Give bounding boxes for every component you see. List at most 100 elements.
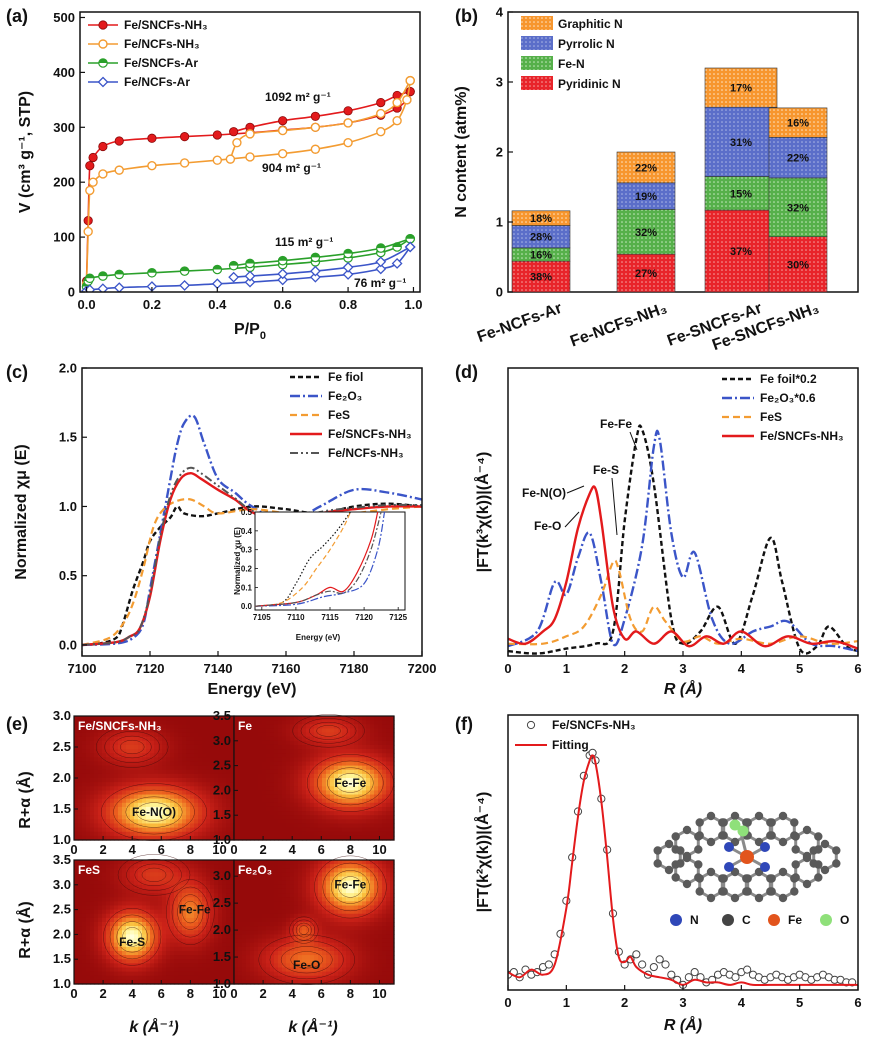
- panel-e-heat-cell: [378, 802, 383, 808]
- panel-a-data-point: [277, 148, 288, 159]
- panel-e-heat-cell: [142, 823, 147, 829]
- panel-e-heat-cell: [378, 720, 383, 725]
- panel-e-heat-cell: [118, 913, 123, 919]
- panel-e-heat-cell: [286, 778, 291, 783]
- panel-e-heat-cell: [266, 934, 271, 940]
- panel-e-heat-cell: [210, 732, 215, 738]
- panel-e-heat-cell: [314, 909, 319, 915]
- panel-e-heat-cell: [350, 765, 355, 771]
- panel-e-heat-cell: [302, 765, 307, 771]
- panel-e-heat-cell: [118, 926, 123, 931]
- panel-e-heat-cell: [350, 950, 355, 956]
- panel-e-heat-cell: [358, 967, 363, 973]
- panel-e-heat-cell: [182, 769, 187, 775]
- panel-e-heat-cell: [78, 732, 83, 738]
- panel-e-heat-cell: [154, 732, 159, 738]
- panel-e-heat-cell: [130, 728, 135, 734]
- panel-e-heat-cell: [130, 773, 135, 779]
- panel-e-heat-cell: [314, 872, 319, 878]
- panel-e-heat-cell: [186, 975, 191, 981]
- panel-e-heat-cell: [162, 905, 167, 911]
- panel-e-heat-cell: [230, 765, 235, 771]
- panel-e-heat-cell: [138, 967, 143, 973]
- panel-e-heat-cell: [278, 872, 283, 878]
- panel-e-heat-cell: [386, 798, 391, 804]
- panel-e-xtick-label: 8: [187, 986, 194, 1001]
- panel-e-heat-cell: [90, 955, 95, 960]
- panel-e-heat-cell: [298, 860, 303, 865]
- panel-e-heat-cell: [294, 753, 299, 758]
- panel-e-heat-cell: [122, 728, 127, 734]
- panel-e-heat-cell: [306, 728, 311, 734]
- panel-e-heat-cell: [266, 979, 271, 985]
- panel-e-heat-cell: [246, 942, 251, 948]
- panel-e-heat-cell: [78, 815, 83, 820]
- panel-e-heat-cell: [154, 905, 159, 911]
- panel-e-heat-cell: [114, 749, 119, 754]
- panel-e-heat-cell: [118, 720, 123, 725]
- panel-e-heat-cell: [286, 963, 291, 969]
- panel-e-ytick-label: 1.5: [53, 951, 71, 966]
- panel-e-heat-cell: [178, 806, 183, 812]
- panel-a-legend-label: Fe/NCFs-NH₃: [124, 37, 200, 51]
- panel-e-heat-cell: [78, 888, 83, 894]
- panel-e-heat-cell: [250, 959, 255, 964]
- panel-e-heat-cell: [382, 716, 387, 721]
- panel-e-heat-cell: [102, 790, 107, 796]
- panel-e-heat-cell: [138, 773, 143, 779]
- panel-e-heat-cell: [162, 979, 167, 985]
- panel-e-heat-cell: [254, 769, 259, 775]
- panel-e-heat-cell: [314, 794, 319, 800]
- panel-e-heat-cell: [186, 769, 191, 775]
- panel-e-heat-cell: [238, 778, 243, 783]
- panel-e-heat-cell: [366, 782, 371, 787]
- panel-e-heat-cell: [74, 769, 79, 775]
- panel-e-heat-cell: [306, 769, 311, 775]
- panel-e-heat-cell: [74, 938, 79, 944]
- panel-e-heat-cell: [382, 753, 387, 758]
- panel-e-heat-cell: [98, 827, 103, 833]
- panel-e-heat-cell: [178, 744, 183, 750]
- panel-e-heat-cell: [298, 888, 303, 894]
- panel-e-heat-cell: [186, 880, 191, 886]
- panel-e-heat-cell: [326, 930, 331, 935]
- panel-e-heat-cell: [154, 815, 159, 820]
- panel-e-heat-cell: [186, 802, 191, 808]
- panel-e-heat-cell: [86, 728, 91, 734]
- panel-e-heat-cell: [362, 773, 367, 779]
- panel-e-heat-cell: [114, 765, 119, 771]
- panel-e-heat-cell: [170, 942, 175, 948]
- panel-e-heat-cell: [254, 897, 259, 902]
- panel-e-heat-cell: [122, 790, 127, 796]
- panel-e-heat-cell: [362, 732, 367, 738]
- panel-e-heat-cell: [106, 967, 111, 973]
- panel-e-heat-cell: [358, 761, 363, 767]
- panel-e-heat-cell: [334, 888, 339, 894]
- panel-e-heat-cell: [234, 930, 239, 935]
- panel-e-heat-cell: [214, 975, 219, 981]
- panel-e-heat-cell: [82, 971, 87, 977]
- panel-e-heat-cell: [210, 946, 215, 952]
- panel-e-heat-cell: [102, 806, 107, 812]
- panel-a-data-point: [245, 129, 255, 139]
- panel-e-heat-cell: [182, 909, 187, 915]
- panel-e-heat-cell: [246, 802, 251, 808]
- panel-e-heat-cell: [222, 884, 227, 890]
- panel-e-heat-cell: [298, 963, 303, 969]
- panel-e-heat-cell: [174, 955, 179, 960]
- panel-e-heat-cell: [386, 757, 391, 763]
- panel-e-heat-cell: [350, 724, 355, 729]
- panel-e-heat-cell: [330, 909, 335, 915]
- panel-e-heat-cell: [378, 823, 383, 829]
- panel-e-heat-cell: [242, 942, 247, 948]
- panel-e-heat-cell: [94, 950, 99, 956]
- panel-e-heat-cell: [234, 897, 239, 902]
- panel-e-heat-cell: [86, 868, 91, 873]
- panel-e-heat-cell: [186, 778, 191, 783]
- panel-e-heat-cell: [98, 872, 103, 878]
- panel-e-heat-cell: [350, 922, 355, 927]
- panel-e-heat-cell: [146, 971, 151, 977]
- panel-e-heat-cell: [238, 950, 243, 956]
- panel-e-heat-cell: [294, 811, 299, 816]
- panel-e-heat-cell: [194, 778, 199, 783]
